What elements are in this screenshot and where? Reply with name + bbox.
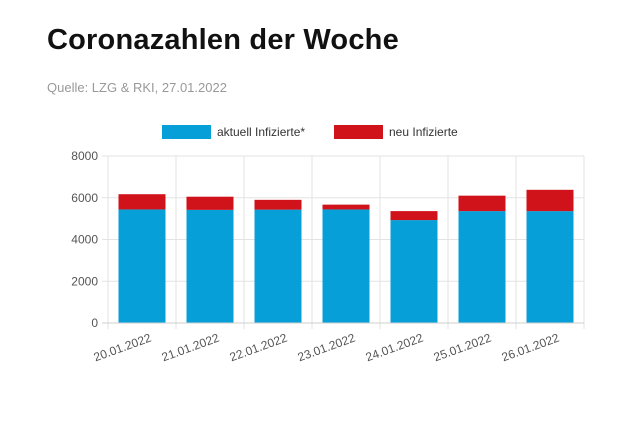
chart-source: Quelle: LZG & RKI, 27.01.2022	[47, 80, 227, 95]
bar-neu-5	[458, 195, 506, 212]
bar-neu-1	[186, 196, 234, 210]
bar-aktuell-4	[390, 220, 438, 323]
legend-aktuell-swatch	[162, 125, 211, 139]
bar-neu-0	[118, 194, 166, 210]
x-tick-label-6: 26.01.2022	[500, 331, 562, 365]
bar-neu-4	[390, 211, 438, 221]
bar-neu-3	[322, 204, 370, 210]
y-tick-label-2: 4000	[71, 233, 98, 247]
x-tick-label-0: 20.01.2022	[92, 331, 154, 365]
bar-aktuell-3	[322, 209, 370, 323]
bar-aktuell-0	[118, 209, 166, 323]
y-tick-label-3: 6000	[71, 191, 98, 205]
bar-aktuell-5	[458, 211, 506, 323]
y-tick-label-4: 8000	[71, 149, 98, 163]
bar-neu-2	[254, 199, 302, 210]
legend-neu-label: neu Infizierte	[389, 125, 458, 139]
chart-title: Coronazahlen der Woche	[47, 24, 399, 56]
bar-aktuell-1	[186, 209, 234, 323]
legend-neu-swatch	[334, 125, 383, 139]
x-tick-label-5: 25.01.2022	[432, 331, 494, 365]
x-tick-label-1: 21.01.2022	[160, 331, 222, 365]
y-tick-label-1: 2000	[71, 274, 98, 288]
legend-aktuell-label: aktuell Infizierte*	[217, 125, 305, 139]
bar-aktuell-2	[254, 209, 302, 323]
x-tick-label-4: 24.01.2022	[364, 331, 426, 365]
y-tick-label-0: 0	[91, 316, 98, 330]
x-tick-label-2: 22.01.2022	[228, 331, 290, 365]
bar-neu-6	[526, 189, 574, 212]
bar-aktuell-6	[526, 211, 574, 323]
x-tick-label-3: 23.01.2022	[296, 331, 358, 365]
